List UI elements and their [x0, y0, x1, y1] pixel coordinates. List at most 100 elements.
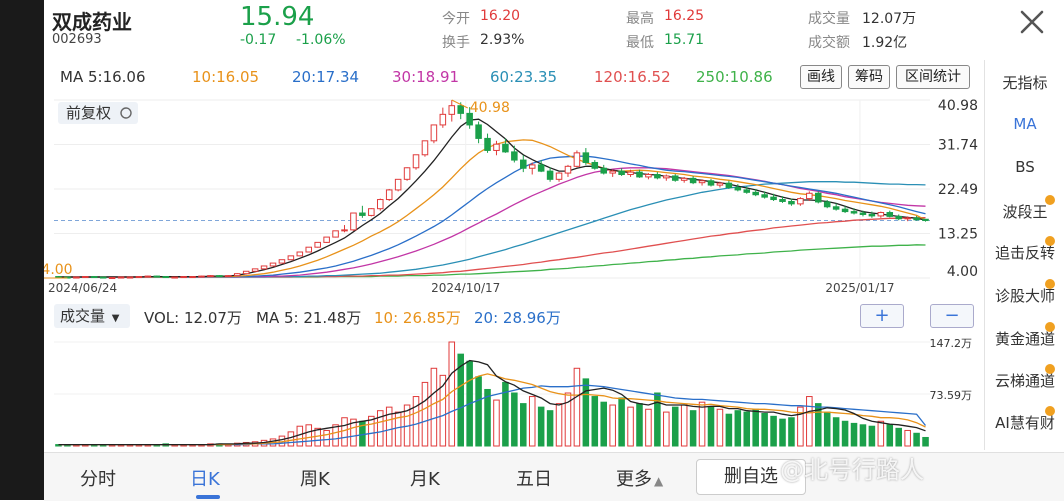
candle-body: [591, 161, 599, 169]
ma120-line: [58, 217, 926, 278]
volume-bar: [600, 401, 608, 447]
candle-body: [412, 154, 420, 169]
volume-bar: [788, 417, 795, 447]
ma60-value: 60:23.35: [490, 68, 558, 86]
quote-label-turnover: 换手: [442, 35, 470, 51]
sidebar-item-aihuiyoucai[interactable]: AI慧有财: [985, 406, 1064, 433]
close-icon[interactable]: [1014, 8, 1050, 44]
candle-body: [260, 265, 268, 270]
candle-body: [654, 174, 661, 179]
candle-body: [895, 215, 902, 220]
tab-monthly-k[interactable]: 月K: [410, 469, 440, 490]
stock-code: 002693: [52, 32, 102, 47]
volume-bar: [502, 381, 509, 447]
volume-bar: [636, 403, 643, 447]
volume-bar: [412, 396, 420, 447]
zoom-in-button[interactable]: +: [860, 304, 904, 328]
candle-body: [564, 165, 572, 174]
candle-body: [645, 174, 652, 178]
quote-label-low: 最低: [626, 35, 654, 51]
range-stats-button[interactable]: 区间统计: [896, 65, 970, 89]
candle-body: [207, 275, 214, 278]
volume-bar: [654, 392, 661, 447]
volume-bar: [627, 406, 634, 447]
candle-body: [225, 275, 232, 278]
kline-svg[interactable]: 40.98 31.74 22.49 13.25 4.00 40.98 4.00 2024/06…: [7, 92, 984, 300]
kline-chart[interactable]: 40.98 31.74 22.49 13.25 4.00 40.98 4.00 2024/06…: [7, 92, 984, 300]
quote-label-high: 最高: [626, 11, 654, 27]
candle-body: [537, 164, 545, 172]
volume-chart[interactable]: 147.2万 73.59万: [44, 332, 984, 450]
volume-indicator-select[interactable]: 成交量 ▼: [54, 304, 130, 328]
volume-axis-label: 73.59万: [930, 389, 973, 402]
volume-bar: [609, 404, 616, 447]
volume-bar: [484, 388, 491, 447]
ma20-value: 20:17.34: [292, 68, 360, 86]
date-label: 2024/06/24: [48, 281, 117, 295]
volume-bar: [859, 424, 867, 447]
ma60-line: [58, 181, 926, 278]
draw-line-button[interactable]: 画线: [800, 65, 842, 89]
adjust-label-chip[interactable]: 前复权: [58, 102, 138, 124]
candle-body: [198, 275, 205, 278]
zoom-out-button[interactable]: −: [930, 304, 974, 328]
candle-body: [859, 212, 867, 215]
candle-body: [823, 201, 831, 208]
candle-body: [350, 212, 357, 231]
premium-badge-icon: [1045, 322, 1055, 332]
candle-body: [394, 178, 402, 191]
volume-svg[interactable]: 147.2万 73.59万: [44, 332, 984, 450]
candle-body: [511, 151, 518, 161]
last-price: 15.94: [240, 2, 315, 32]
volume-bar: [394, 411, 402, 447]
candle-body: [528, 164, 536, 169]
candle-body: [850, 211, 858, 214]
sidebar-item-boduanwang[interactable]: 波段王: [985, 195, 1064, 222]
candle-body: [922, 218, 929, 222]
tab-five-day[interactable]: 五日: [516, 469, 552, 490]
volume-bar: [582, 378, 590, 447]
sidebar-item-ma[interactable]: MA: [1013, 115, 1037, 133]
candle-body: [663, 175, 670, 179]
volume-bar: [770, 415, 777, 447]
candle-body: [439, 113, 447, 126]
candle-body: [403, 167, 411, 180]
candle-body: [421, 140, 429, 156]
candle-body: [126, 276, 134, 279]
sidebar-item-bs[interactable]: BS: [1015, 158, 1035, 176]
tab-weekly-k[interactable]: 周K: [300, 469, 330, 490]
active-tab-indicator: [196, 495, 220, 499]
premium-badge-icon: [1045, 364, 1055, 374]
sidebar-item-zhengu[interactable]: 诊股大师: [985, 279, 1064, 306]
candle-body: [466, 112, 473, 126]
volume-bar: [591, 396, 599, 447]
sidebar-item-yunti[interactable]: 云梯通道: [985, 364, 1064, 391]
volume-bar: [743, 411, 751, 447]
premium-badge-icon: [1045, 236, 1055, 246]
remove-watchlist-button[interactable]: 删自选: [696, 459, 806, 495]
volume-bar: [305, 424, 313, 447]
volume-bar: [376, 410, 384, 447]
candle-body: [868, 213, 876, 217]
left-dark-edge: [0, 0, 44, 500]
volume-ma10_line: [58, 373, 926, 446]
candle-body: [385, 189, 393, 201]
caret-up-icon: ▲: [654, 474, 664, 488]
tab-intraday[interactable]: 分时: [80, 469, 116, 490]
volume-bar: [439, 374, 447, 447]
sidebar-item-none[interactable]: 无指标: [1002, 74, 1048, 92]
chip-button[interactable]: 筹码: [848, 65, 890, 89]
tab-more[interactable]: 更多 ▲: [616, 469, 664, 490]
candle-body: [814, 192, 822, 203]
candle-body: [457, 105, 464, 114]
candle-body: [99, 276, 107, 279]
candle-body: [761, 194, 768, 198]
sidebar-item-zhuiji[interactable]: 追击反转: [985, 236, 1064, 263]
tab-daily-k[interactable]: 日K: [190, 469, 220, 490]
quote-value-volume: 12.07万: [862, 11, 917, 27]
volume-ma5_line: [58, 359, 926, 446]
indicator-sidebar: 无指标 MA BS 波段王 追击反转 诊股大师 黄金通道 云梯通道 AI慧有财: [984, 60, 1064, 450]
sidebar-item-huangjin[interactable]: 黄金通道: [985, 322, 1064, 349]
volume-bar: [573, 367, 581, 447]
high-marker-label: 40.98: [470, 100, 510, 116]
